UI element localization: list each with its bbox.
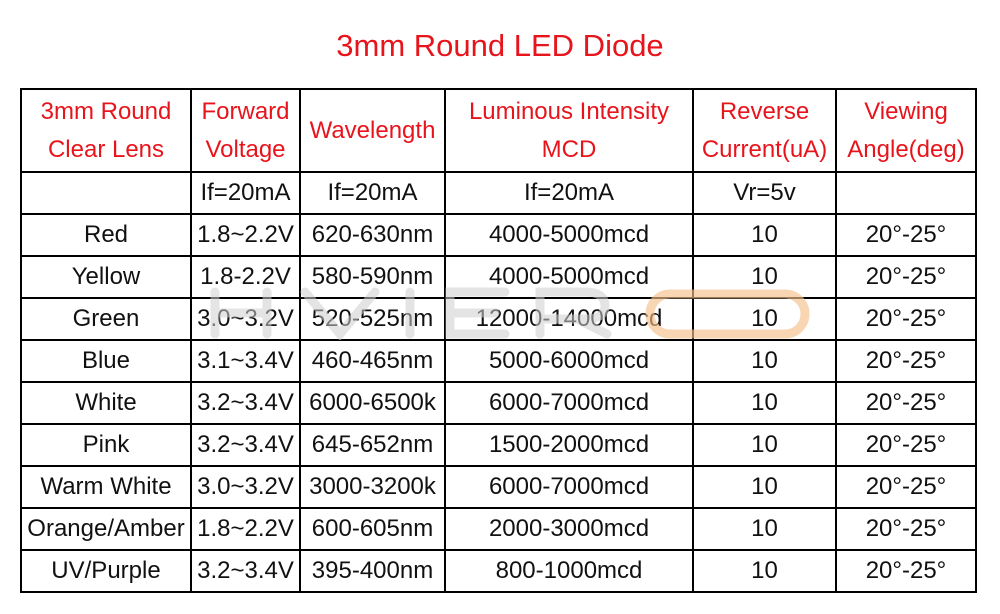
table-row: UV/Purple 3.2~3.4V 395-400nm 800-1000mcd… bbox=[20, 549, 977, 593]
viewing-angle-cell: 20°-25° bbox=[835, 339, 977, 383]
condition-cell: If=20mA bbox=[299, 171, 446, 215]
reverse-current-cell: 10 bbox=[692, 507, 837, 551]
led-spec-table: 3mm Round Clear Lens Forward Voltage Wav… bbox=[20, 88, 977, 593]
table-row: Pink 3.2~3.4V 645-652nm 1500-2000mcd 10 … bbox=[20, 423, 977, 467]
forward-voltage-cell: 3.2~3.4V bbox=[190, 423, 301, 467]
viewing-angle-cell: 20°-25° bbox=[835, 507, 977, 551]
color-cell: Blue bbox=[20, 339, 192, 383]
color-cell: White bbox=[20, 381, 192, 425]
reverse-current-cell: 10 bbox=[692, 339, 837, 383]
luminous-intensity-cell: 4000-5000mcd bbox=[444, 255, 694, 299]
condition-cell: If=20mA bbox=[190, 171, 301, 215]
color-cell: Warm White bbox=[20, 465, 192, 509]
forward-voltage-cell: 3.1~3.4V bbox=[190, 339, 301, 383]
luminous-intensity-cell: 1500-2000mcd bbox=[444, 423, 694, 467]
reverse-current-cell: 10 bbox=[692, 297, 837, 341]
header-luminous-intensity: Luminous Intensity MCD bbox=[444, 88, 694, 173]
table-row: Green 3.0~3.2V 520-525nm 12000-14000mcd … bbox=[20, 297, 977, 341]
forward-voltage-cell: 3.2~3.4V bbox=[190, 381, 301, 425]
header-viewing-angle: Viewing Angle(deg) bbox=[835, 88, 977, 173]
page-title: 3mm Round LED Diode bbox=[336, 28, 664, 63]
forward-voltage-cell: 1.8~2.2V bbox=[190, 213, 301, 257]
wavelength-cell: 395-400nm bbox=[299, 549, 446, 593]
forward-voltage-cell: 3.0~3.2V bbox=[190, 465, 301, 509]
condition-cell bbox=[835, 171, 977, 215]
condition-cell: Vr=5v bbox=[692, 171, 837, 215]
reverse-current-cell: 10 bbox=[692, 549, 837, 593]
wavelength-cell: 600-605nm bbox=[299, 507, 446, 551]
luminous-intensity-cell: 800-1000mcd bbox=[444, 549, 694, 593]
wavelength-cell: 3000-3200k bbox=[299, 465, 446, 509]
viewing-angle-cell: 20°-25° bbox=[835, 549, 977, 593]
forward-voltage-cell: 3.0~3.2V bbox=[190, 297, 301, 341]
table-row: Orange/Amber 1.8~2.2V 600-605nm 2000-300… bbox=[20, 507, 977, 551]
viewing-angle-cell: 20°-25° bbox=[835, 381, 977, 425]
table-row: Red 1.8~2.2V 620-630nm 4000-5000mcd 10 2… bbox=[20, 213, 977, 257]
luminous-intensity-cell: 5000-6000mcd bbox=[444, 339, 694, 383]
header-forward-voltage: Forward Voltage bbox=[190, 88, 301, 173]
header-lens: 3mm Round Clear Lens bbox=[20, 88, 192, 173]
color-cell: Green bbox=[20, 297, 192, 341]
forward-voltage-cell: 1.8-2.2V bbox=[190, 255, 301, 299]
forward-voltage-cell: 3.2~3.4V bbox=[190, 549, 301, 593]
header-row: 3mm Round Clear Lens Forward Voltage Wav… bbox=[20, 88, 977, 173]
header-wavelength: Wavelength bbox=[299, 88, 446, 173]
reverse-current-cell: 10 bbox=[692, 213, 837, 257]
color-cell: Pink bbox=[20, 423, 192, 467]
viewing-angle-cell: 20°-25° bbox=[835, 297, 977, 341]
table-row: Warm White 3.0~3.2V 3000-3200k 6000-7000… bbox=[20, 465, 977, 509]
luminous-intensity-cell: 6000-7000mcd bbox=[444, 381, 694, 425]
condition-cell bbox=[20, 171, 192, 215]
luminous-intensity-cell: 2000-3000mcd bbox=[444, 507, 694, 551]
reverse-current-cell: 10 bbox=[692, 255, 837, 299]
color-cell: Yellow bbox=[20, 255, 192, 299]
reverse-current-cell: 10 bbox=[692, 381, 837, 425]
wavelength-cell: 460-465nm bbox=[299, 339, 446, 383]
table-row: Yellow 1.8-2.2V 580-590nm 4000-5000mcd 1… bbox=[20, 255, 977, 299]
reverse-current-cell: 10 bbox=[692, 465, 837, 509]
forward-voltage-cell: 1.8~2.2V bbox=[190, 507, 301, 551]
reverse-current-cell: 10 bbox=[692, 423, 837, 467]
color-cell: UV/Purple bbox=[20, 549, 192, 593]
luminous-intensity-cell: 4000-5000mcd bbox=[444, 213, 694, 257]
wavelength-cell: 520-525nm bbox=[299, 297, 446, 341]
viewing-angle-cell: 20°-25° bbox=[835, 255, 977, 299]
table-row: White 3.2~3.4V 6000-6500k 6000-7000mcd 1… bbox=[20, 381, 977, 425]
test-conditions-row: If=20mA If=20mA If=20mA Vr=5v bbox=[20, 171, 977, 215]
color-cell: Red bbox=[20, 213, 192, 257]
table-row: Blue 3.1~3.4V 460-465nm 5000-6000mcd 10 … bbox=[20, 339, 977, 383]
luminous-intensity-cell: 6000-7000mcd bbox=[444, 465, 694, 509]
viewing-angle-cell: 20°-25° bbox=[835, 465, 977, 509]
viewing-angle-cell: 20°-25° bbox=[835, 423, 977, 467]
wavelength-cell: 620-630nm bbox=[299, 213, 446, 257]
color-cell: Orange/Amber bbox=[20, 507, 192, 551]
luminous-intensity-cell: 12000-14000mcd bbox=[444, 297, 694, 341]
wavelength-cell: 580-590nm bbox=[299, 255, 446, 299]
header-reverse-current: Reverse Current(uA) bbox=[692, 88, 837, 173]
wavelength-cell: 6000-6500k bbox=[299, 381, 446, 425]
condition-cell: If=20mA bbox=[444, 171, 694, 215]
wavelength-cell: 645-652nm bbox=[299, 423, 446, 467]
viewing-angle-cell: 20°-25° bbox=[835, 213, 977, 257]
